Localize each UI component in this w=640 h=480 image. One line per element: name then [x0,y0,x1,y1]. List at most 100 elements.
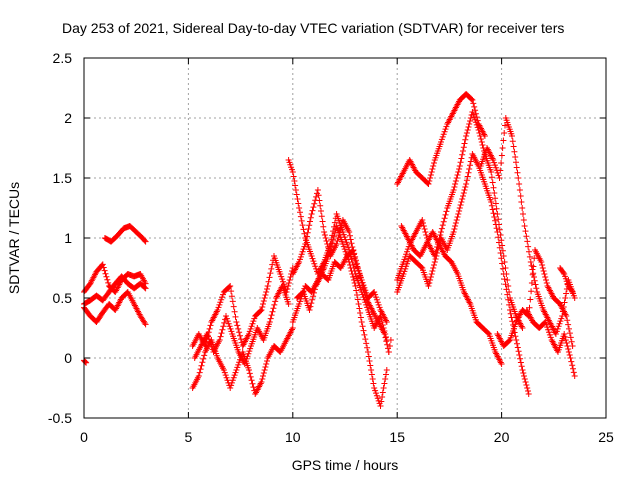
data-point [462,184,469,190]
data-point [102,270,109,277]
data-point [308,211,315,217]
data-point [298,251,305,258]
data-point [488,202,495,209]
data-point [503,286,510,293]
data-point [226,323,233,330]
data-point [362,292,369,298]
data-point [431,262,437,268]
data-point [103,273,110,280]
data-point [216,337,223,343]
data-point [542,319,549,325]
data-point [569,343,576,349]
data-point [460,144,467,151]
data-point [522,228,529,235]
data-point [223,374,230,381]
data-point [560,269,567,276]
data-point [460,190,467,196]
data-point [472,119,479,126]
data-point [357,314,364,321]
data-point [465,169,472,176]
data-point [250,384,257,391]
data-point [246,370,253,377]
data-point [488,174,495,181]
data-point [363,340,370,347]
data-point [541,271,548,277]
data-point [432,256,439,262]
data-point [459,151,466,158]
data-point [374,299,381,306]
data-point [402,265,409,272]
data-point [299,248,306,255]
data-point [348,268,355,274]
data-point [257,307,264,314]
data-point [292,182,299,189]
data-point [359,323,366,330]
data-point [244,353,251,360]
data-point [268,265,275,272]
data-point [221,319,228,326]
data-point [383,371,389,378]
data-point [539,262,546,268]
data-point [514,340,520,347]
data-point [235,361,242,368]
data-point [232,313,239,320]
data-point [237,336,244,343]
data-point [258,307,265,313]
data-point [460,193,466,199]
data-point [247,345,254,352]
data-point [387,337,394,343]
data-point [491,190,498,196]
data-point [547,334,554,341]
data-point [460,148,466,154]
data-point [493,225,500,232]
data-point [440,218,447,225]
data-point [309,296,316,303]
data-point [467,162,473,169]
data-point [567,355,574,361]
data-point [266,274,273,281]
data-point [502,281,509,288]
data-point [545,326,552,333]
data-point [543,280,550,286]
data-point [220,367,227,373]
y-tick-label: 2.5 [53,50,73,66]
data-point [403,263,410,270]
data-point [488,169,495,175]
data-point [523,382,530,388]
data-point [461,140,468,147]
data-point [228,328,235,335]
data-point [101,267,108,274]
data-point [277,271,284,277]
data-point [142,285,149,292]
data-point [268,312,275,319]
data-point [385,349,392,355]
data-point [454,214,461,220]
data-point [311,200,318,207]
data-point [374,395,381,402]
data-point [286,277,293,283]
data-point [350,274,357,280]
data-point [315,192,322,199]
data-point [334,238,341,244]
data-point [527,259,534,265]
data-point [466,121,473,127]
data-point [521,376,528,382]
data-point [499,145,506,151]
data-point [472,116,479,123]
data-point [464,127,471,133]
data-point [571,295,578,301]
data-point [569,362,576,369]
data-point [518,363,525,370]
data-point [566,325,572,332]
data-point [430,265,437,271]
data-point [485,330,492,337]
data-point [464,173,471,180]
data-point [451,226,458,232]
data-point [369,376,376,382]
data-point [497,167,504,174]
data-point [518,199,525,205]
data-point [521,373,527,379]
data-point [355,301,362,307]
data-point [564,317,571,324]
data-point [422,229,429,235]
